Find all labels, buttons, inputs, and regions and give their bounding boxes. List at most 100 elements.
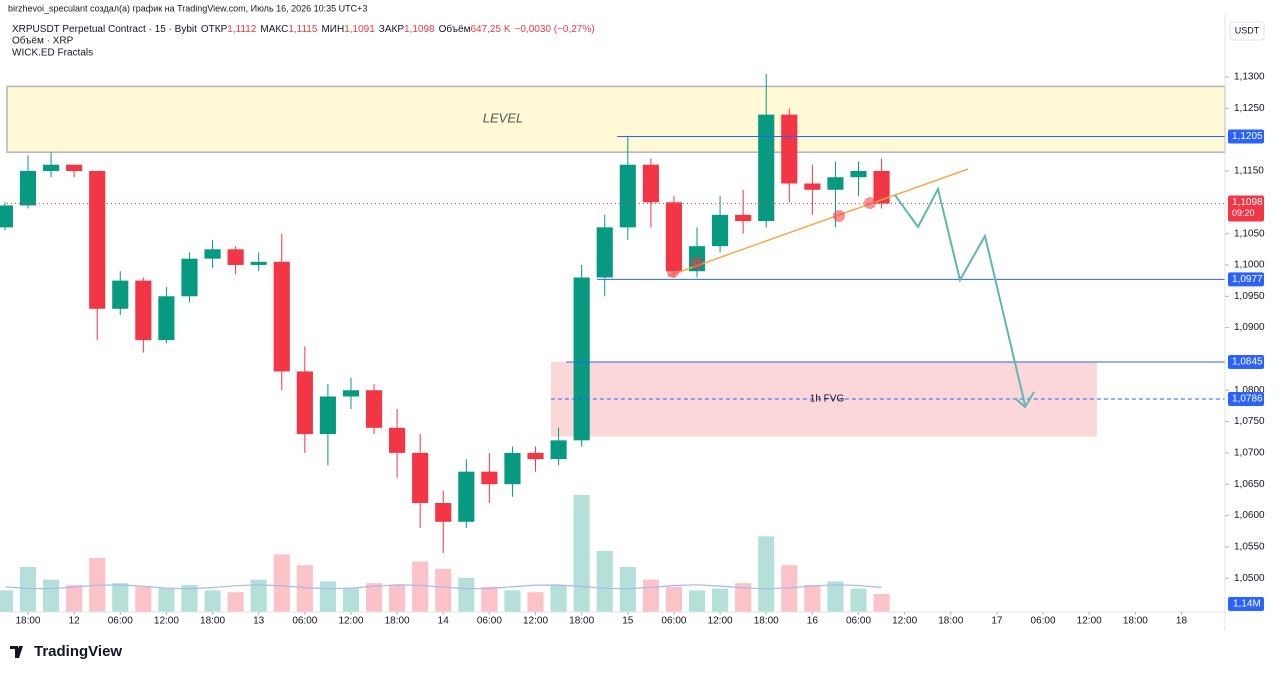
candle-body [250, 261, 267, 265]
symbol-info: XRPUSDT Perpetual Contract · 15 · Bybit О… [12, 23, 595, 35]
tv-logo [10, 646, 23, 658]
volume-ma [4, 584, 882, 590]
header-text: XRPUSDT Perpetual Contract · 15 · Bybit [12, 24, 197, 35]
x-tick-label: 12:00 [892, 616, 917, 627]
volume-ma-label: 1,14M [1233, 599, 1261, 610]
x-tick-label: 12:00 [708, 616, 733, 627]
x-tick-label: 06:00 [477, 616, 502, 627]
y-tick-label: 1,0900 [1234, 322, 1265, 333]
y-tick-label: 1,0800 [1234, 385, 1265, 396]
candle-body [642, 164, 659, 203]
candle-body [527, 452, 544, 460]
x-tick-label: 12:00 [338, 616, 363, 627]
candle-body [135, 280, 152, 341]
candle-body [19, 170, 37, 206]
volume-bar [273, 554, 290, 612]
brand: TradingView [34, 643, 122, 660]
level-zone [6, 85, 1226, 153]
volume-bar [135, 586, 152, 612]
volume-bar [19, 567, 37, 612]
x-tick-label: 15 [622, 616, 634, 627]
candle-body [735, 214, 752, 222]
volume-bar [850, 588, 867, 612]
fractal-dot [691, 257, 703, 269]
candle-body [389, 427, 406, 453]
plot-area: LEVEL 1h FVG [0, 73, 1226, 612]
candle-body [319, 396, 336, 435]
volume-bar [412, 561, 429, 612]
x-tick-label: 06:00 [108, 616, 133, 627]
header-text: МИН [321, 24, 344, 35]
x-tick-label: 18:00 [1123, 616, 1148, 627]
volume-bar [458, 577, 475, 612]
x-tick-label: 14 [438, 616, 450, 627]
credit: birzhevoi_speculant создал(а) график на … [8, 3, 367, 13]
volume-bar [827, 581, 844, 612]
candle-body [42, 164, 60, 171]
volume-bar [435, 568, 452, 612]
candle-body [712, 214, 729, 247]
volume-bar [181, 585, 198, 612]
volume-bar [550, 585, 567, 612]
candle-body [435, 502, 452, 522]
volume-bar [688, 590, 706, 612]
fvg-label: 1h FVG [810, 394, 845, 405]
volume-bar [781, 565, 798, 612]
level-label-box [1228, 392, 1264, 407]
x-tick-label: 16 [807, 616, 819, 627]
candle-body [158, 296, 175, 341]
candle-body [89, 170, 106, 309]
y-tick-label: 1,0500 [1234, 573, 1265, 584]
header-text: ЗАКР [379, 24, 405, 35]
y-tick-label: 1,0700 [1234, 448, 1265, 459]
y-tick-label: 1,0950 [1234, 291, 1265, 302]
level-label-box [1228, 129, 1264, 144]
volume-bar [527, 592, 544, 612]
candle-body [66, 164, 83, 171]
x-tick-label: 12:00 [154, 616, 179, 627]
header-text: 1,1091 [344, 24, 375, 35]
candle-body [781, 114, 798, 184]
level-label: 1,0786 [1232, 394, 1263, 405]
volume-bar [319, 581, 336, 612]
last-price-box [1228, 195, 1264, 222]
volume-bar [0, 590, 13, 612]
candle-body [873, 170, 890, 204]
y-tick-label: 1,0750 [1234, 416, 1265, 427]
volume-bar [758, 536, 775, 612]
header-text: 1,1112 [227, 24, 257, 35]
volume-bar [873, 594, 890, 612]
header-text: −0,0030 (−0,27%) [515, 24, 595, 35]
candle-body [665, 202, 683, 272]
indicator: WICK.ED Fractals [12, 48, 93, 59]
header-text: ОТКР [201, 24, 228, 35]
candle-body [550, 440, 567, 460]
candle-body [758, 114, 775, 222]
header-text: МАКС [260, 24, 288, 35]
y-tick-label: 1,1050 [1234, 228, 1265, 239]
candle-body [827, 177, 844, 190]
candle-body [0, 205, 13, 228]
y-tick-label: 1,0550 [1234, 541, 1265, 552]
volume-bar [619, 567, 636, 612]
level-label-box [1228, 272, 1264, 287]
fractal-dot [833, 210, 845, 222]
header-text: Объём [439, 23, 471, 35]
currency-button[interactable] [1229, 21, 1265, 41]
x-tick-label: 06:00 [661, 616, 686, 627]
y-tick-label: 1,1300 [1234, 72, 1265, 83]
y-tick-label: 1,1000 [1234, 260, 1265, 271]
level-label-box [1228, 355, 1264, 370]
candle-body [850, 170, 867, 178]
candle-body [573, 277, 590, 441]
volume-bar [504, 590, 521, 612]
x-tick-label: 12:00 [523, 616, 548, 627]
candle-body [412, 452, 429, 503]
x-tick-label: 18:00 [385, 616, 410, 627]
volume-bar [712, 588, 729, 612]
candle-body [804, 183, 821, 190]
y-tick-label: 1,1150 [1234, 166, 1264, 177]
candle-body [112, 280, 129, 309]
candle-body [481, 471, 498, 485]
